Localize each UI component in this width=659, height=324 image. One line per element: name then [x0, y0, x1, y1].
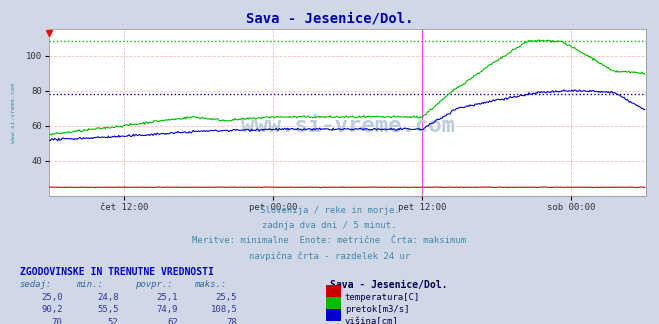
Text: 78: 78 — [227, 318, 237, 324]
Text: 52: 52 — [108, 318, 119, 324]
Text: pretok[m3/s]: pretok[m3/s] — [345, 305, 409, 314]
Text: 55,5: 55,5 — [97, 305, 119, 314]
Text: www.si-vreme.com: www.si-vreme.com — [11, 83, 16, 143]
Text: 108,5: 108,5 — [210, 305, 237, 314]
Text: sedaj:: sedaj: — [20, 280, 52, 289]
Text: zadnja dva dni / 5 minut.: zadnja dva dni / 5 minut. — [262, 221, 397, 230]
Text: temperatura[C]: temperatura[C] — [345, 293, 420, 302]
Text: 62: 62 — [167, 318, 178, 324]
Text: Sava - Jesenice/Dol.: Sava - Jesenice/Dol. — [330, 280, 447, 290]
Text: 25,1: 25,1 — [156, 293, 178, 302]
Text: 25,5: 25,5 — [215, 293, 237, 302]
Text: www.si-vreme.com: www.si-vreme.com — [241, 116, 455, 136]
Text: min.:: min.: — [76, 280, 103, 289]
Text: višina[cm]: višina[cm] — [345, 318, 399, 324]
Text: 25,0: 25,0 — [41, 293, 63, 302]
Text: povpr.:: povpr.: — [135, 280, 173, 289]
Text: navpična črta - razdelek 24 ur: navpična črta - razdelek 24 ur — [249, 251, 410, 261]
Text: 70: 70 — [52, 318, 63, 324]
Text: Meritve: minimalne  Enote: metrične  Črta: maksimum: Meritve: minimalne Enote: metrične Črta:… — [192, 236, 467, 245]
Text: Sava - Jesenice/Dol.: Sava - Jesenice/Dol. — [246, 11, 413, 25]
Text: 74,9: 74,9 — [156, 305, 178, 314]
Text: ZGODOVINSKE IN TRENUTNE VREDNOSTI: ZGODOVINSKE IN TRENUTNE VREDNOSTI — [20, 267, 214, 277]
Text: 90,2: 90,2 — [41, 305, 63, 314]
Text: maks.:: maks.: — [194, 280, 227, 289]
Text: 24,8: 24,8 — [97, 293, 119, 302]
Text: Slovenija / reke in morje.: Slovenija / reke in morje. — [260, 206, 399, 215]
